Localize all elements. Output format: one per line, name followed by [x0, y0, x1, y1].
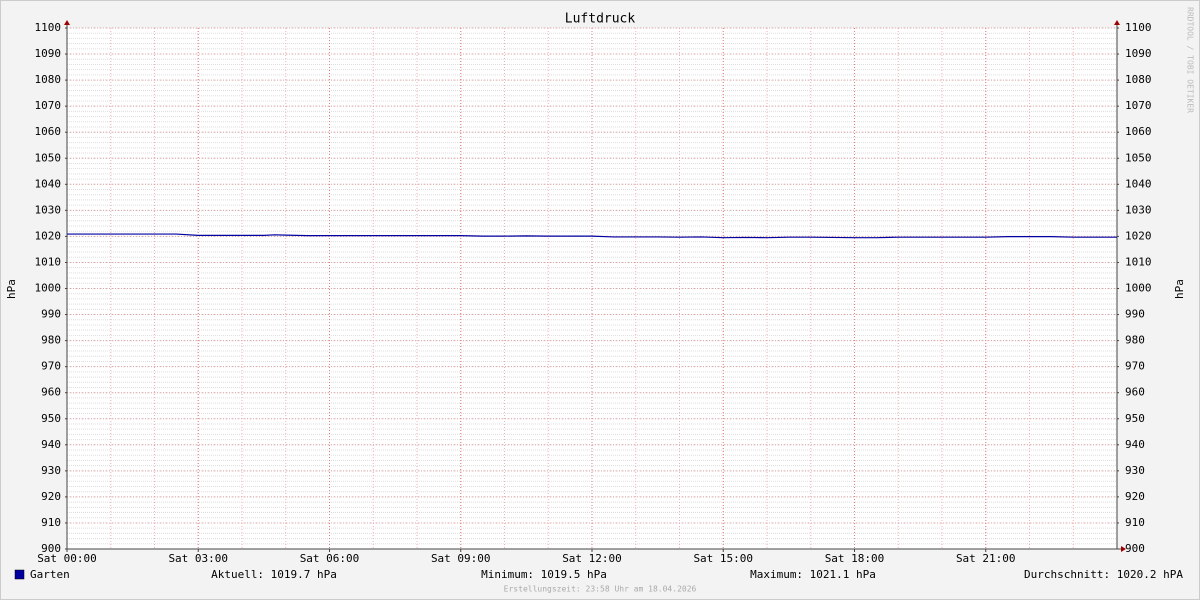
legend-stat: Minimum: 1019.5 hPa — [481, 568, 607, 581]
y-tick-label: 1060 — [35, 125, 62, 138]
y2-tick-label: 970 — [1125, 360, 1145, 373]
y2-tick-label: 910 — [1125, 516, 1145, 529]
y-tick-label: 940 — [41, 438, 61, 451]
y-tick-label: 960 — [41, 386, 61, 399]
y2-tick-label: 1030 — [1125, 203, 1152, 216]
legend-stat: Aktuell: 1019.7 hPa — [211, 568, 337, 581]
y2-tick-label: 940 — [1125, 438, 1145, 451]
y2-tick-label: 1020 — [1125, 229, 1152, 242]
y2-tick-label: 950 — [1125, 412, 1145, 425]
y2-tick-label: 1090 — [1125, 47, 1152, 60]
legend-swatch — [14, 569, 25, 580]
x-tick-label: Sat 00:00 — [37, 552, 97, 565]
y2-tick-label: 900 — [1125, 542, 1145, 555]
y2-tick-label: 930 — [1125, 464, 1145, 477]
y2-axis-label: hPa — [1173, 279, 1186, 299]
y2-tick-label: 1010 — [1125, 255, 1152, 268]
y-axis-label: hPa — [5, 279, 18, 299]
y2-tick-label: 1040 — [1125, 177, 1152, 190]
y-tick-label: 910 — [41, 516, 61, 529]
axis-arrow — [1114, 20, 1120, 25]
y2-tick-label: 1080 — [1125, 73, 1152, 86]
y-tick-label: 920 — [41, 490, 61, 503]
legend-stat: Maximum: 1021.1 hPa — [750, 568, 876, 581]
legend-label: Garten — [30, 568, 70, 581]
y2-tick-label: 1070 — [1125, 99, 1152, 112]
x-tick-label: Sat 15:00 — [693, 552, 753, 565]
y2-tick-label: 960 — [1125, 386, 1145, 399]
y-tick-label: 1020 — [35, 229, 62, 242]
y2-tick-label: 990 — [1125, 308, 1145, 321]
x-tick-label: Sat 09:00 — [431, 552, 491, 565]
y-tick-label: 1090 — [35, 47, 62, 60]
y-tick-label: 1100 — [35, 21, 62, 34]
y-tick-label: 1080 — [35, 73, 62, 86]
y-tick-label: 1040 — [35, 177, 62, 190]
y-tick-label: 930 — [41, 464, 61, 477]
y-tick-label: 950 — [41, 412, 61, 425]
y2-tick-label: 1000 — [1125, 282, 1152, 295]
x-tick-label: Sat 03:00 — [168, 552, 228, 565]
y-tick-label: 970 — [41, 360, 61, 373]
y-tick-label: 900 — [41, 542, 61, 555]
y-tick-label: 1070 — [35, 99, 62, 112]
chart-title: Luftdruck — [565, 12, 636, 27]
y2-tick-label: 1050 — [1125, 151, 1152, 164]
y-tick-label: 1050 — [35, 151, 62, 164]
y-tick-label: 1000 — [35, 282, 62, 295]
watermark: RRDTOOL / TOBI OETIKER — [1186, 7, 1195, 113]
legend-stat: Durchschnitt: 1020.2 hPA — [1024, 568, 1183, 581]
axis-arrow — [1121, 546, 1126, 552]
x-tick-label: Sat 21:00 — [956, 552, 1016, 565]
y2-tick-label: 1100 — [1125, 21, 1152, 34]
x-tick-label: Sat 12:00 — [562, 552, 622, 565]
y-tick-label: 980 — [41, 334, 61, 347]
y2-tick-label: 920 — [1125, 490, 1145, 503]
footer: Erstellungszeit: 23:58 Uhr am 18.04.2026 — [504, 585, 697, 594]
line — [67, 233, 1117, 239]
axis-arrow — [64, 20, 70, 25]
x-tick-label: Sat 06:00 — [300, 552, 360, 565]
grid — [66, 27, 1118, 550]
y-tick-label: 990 — [41, 308, 61, 321]
x-tick-label: Sat 18:00 — [825, 552, 885, 565]
y2-tick-label: 1060 — [1125, 125, 1152, 138]
y-tick-label: 1010 — [35, 255, 62, 268]
y-tick-label: 1030 — [35, 203, 62, 216]
y2-tick-label: 980 — [1125, 334, 1145, 347]
